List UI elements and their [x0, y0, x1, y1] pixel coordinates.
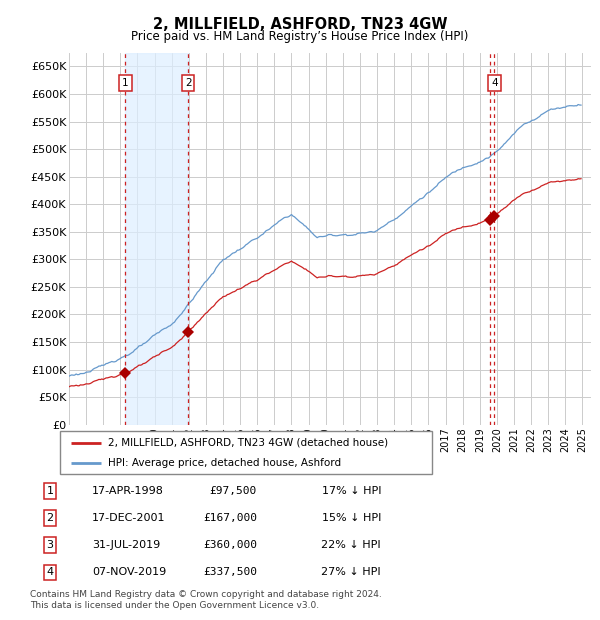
Text: 1: 1	[46, 486, 53, 496]
Text: 17-DEC-2001: 17-DEC-2001	[92, 513, 166, 523]
Text: 15% ↓ HPI: 15% ↓ HPI	[322, 513, 381, 523]
Text: 31-JUL-2019: 31-JUL-2019	[92, 540, 160, 550]
Text: 2: 2	[46, 513, 53, 523]
Text: Price paid vs. HM Land Registry’s House Price Index (HPI): Price paid vs. HM Land Registry’s House …	[131, 30, 469, 43]
Text: £97,500: £97,500	[209, 486, 257, 496]
Text: 17-APR-1998: 17-APR-1998	[92, 486, 164, 496]
Text: £167,000: £167,000	[203, 513, 257, 523]
Text: £360,000: £360,000	[203, 540, 257, 550]
Text: 2, MILLFIELD, ASHFORD, TN23 4GW: 2, MILLFIELD, ASHFORD, TN23 4GW	[153, 17, 447, 32]
Text: 2: 2	[185, 78, 191, 88]
Text: HPI: Average price, detached house, Ashford: HPI: Average price, detached house, Ashf…	[109, 458, 341, 467]
Text: 07-NOV-2019: 07-NOV-2019	[92, 567, 166, 577]
Text: 4: 4	[46, 567, 53, 577]
Text: 4: 4	[491, 78, 497, 88]
Bar	[125, 53, 188, 425]
Text: 2, MILLFIELD, ASHFORD, TN23 4GW (detached house): 2, MILLFIELD, ASHFORD, TN23 4GW (detache…	[109, 438, 388, 448]
Text: 27% ↓ HPI: 27% ↓ HPI	[322, 567, 381, 577]
Text: Contains HM Land Registry data © Crown copyright and database right 2024.
This d: Contains HM Land Registry data © Crown c…	[30, 590, 382, 609]
Text: 22% ↓ HPI: 22% ↓ HPI	[322, 540, 381, 550]
Text: 17% ↓ HPI: 17% ↓ HPI	[322, 486, 381, 496]
Text: 1: 1	[122, 78, 128, 88]
Text: £337,500: £337,500	[203, 567, 257, 577]
Text: 3: 3	[46, 540, 53, 550]
